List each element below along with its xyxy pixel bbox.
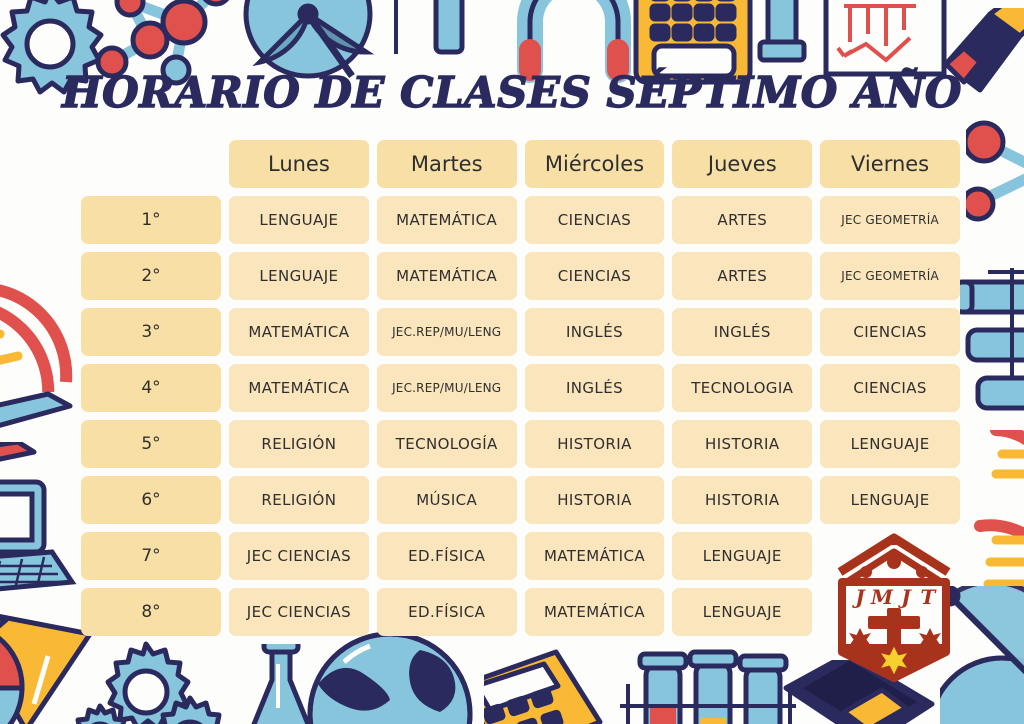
cell-7-miercoles: MATEMÁTICA: [524, 532, 665, 580]
row-label-2: 2°: [81, 252, 221, 300]
page-title: HORARIO DE CLASES SÉPTIMO AÑO: [61, 67, 962, 117]
crest-letter-j2: J: [897, 585, 912, 609]
cell-6-viernes: LENGUAJE: [820, 476, 960, 524]
deco-test-tube-right: [960, 268, 1024, 428]
cell-1-miercoles: CIENCIAS: [524, 196, 665, 244]
deco-molecule-right: [966, 118, 1024, 238]
deco-dna-helix-right: [966, 430, 1024, 630]
table-row: 6° RELIGIÓN MÚSICA HISTORIA HISTORIA LEN…: [81, 476, 960, 524]
cell-8-lunes: JEC CIENCIAS: [229, 588, 369, 636]
row-label-1: 1°: [81, 196, 221, 244]
cell-3-miercoles: INGLÉS: [524, 308, 665, 356]
column-header-miercoles: Miércoles: [524, 140, 665, 188]
cell-1-jueves: ARTES: [672, 196, 813, 244]
table-row: 1° LENGUAJE MATEMÁTICA CIENCIAS ARTES JE…: [81, 196, 960, 244]
deco-calculator-bottom-right: [484, 642, 604, 724]
cell-2-jueves: ARTES: [672, 252, 813, 300]
cell-6-miercoles: HISTORIA: [524, 476, 665, 524]
cell-3-jueves: INGLÉS: [672, 308, 813, 356]
table-row: 3° MATEMÁTICA JEC.REP/MU/LENG INGLÉS ING…: [81, 308, 960, 356]
cell-6-jueves: HISTORIA: [672, 476, 813, 524]
crest-letter-j1: J: [851, 585, 866, 609]
cell-2-lunes: LENGUAJE: [229, 252, 369, 300]
table-row: 5° RELIGIÓN TECNOLOGÍA HISTORIA HISTORIA…: [81, 420, 960, 468]
cell-4-martes: JEC.REP/MU/LENG: [376, 364, 517, 412]
cell-7-jueves: LENGUAJE: [672, 532, 813, 580]
crest-letter-t: T: [921, 585, 938, 609]
deco-gear-bottom-left: [72, 640, 252, 724]
crest-star-left: [849, 628, 871, 651]
cell-4-lunes: MATEMÁTICA: [229, 364, 369, 412]
cell-5-lunes: RELIGIÓN: [229, 420, 369, 468]
cell-7-martes: ED.FÍSICA: [376, 532, 517, 580]
column-header-viernes: Viernes: [820, 140, 960, 188]
cell-8-martes: ED.FÍSICA: [376, 588, 517, 636]
cell-5-viernes: LENGUAJE: [820, 420, 960, 468]
cell-3-viernes: CIENCIAS: [820, 308, 960, 356]
column-header-martes: Martes: [376, 140, 517, 188]
cell-7-lunes: JEC CIENCIAS: [229, 532, 369, 580]
deco-test-tube-rack-bottom-right: [620, 648, 800, 724]
cell-4-jueves: TECNOLOGIA: [672, 364, 813, 412]
row-label-8: 8°: [81, 588, 221, 636]
cell-2-martes: MATEMÁTICA: [376, 252, 517, 300]
deco-flask-bottom-left: [236, 644, 326, 724]
cell-8-jueves: LENGUAJE: [672, 588, 813, 636]
row-label-4: 4°: [81, 364, 221, 412]
cell-5-martes: TECNOLOGÍA: [376, 420, 517, 468]
table-row: 2° LENGUAJE MATEMÁTICA CIENCIAS ARTES JE…: [81, 252, 960, 300]
school-crest: J M J T: [820, 532, 968, 689]
table-header-row: Lunes Martes Miércoles Jueves Viernes: [81, 140, 960, 188]
crest-letter-m: M: [870, 585, 894, 609]
cell-2-miercoles: CIENCIAS: [524, 252, 665, 300]
row-label-5: 5°: [81, 420, 221, 468]
row-label-7: 7°: [81, 532, 221, 580]
column-header-lunes: Lunes: [229, 140, 369, 188]
crest-star-right: [919, 628, 941, 651]
table-corner-cell: [81, 140, 221, 188]
table-row: 8° JEC CIENCIAS ED.FÍSICA MATEMÁTICA LEN…: [81, 588, 960, 636]
row-label-3: 3°: [81, 308, 221, 356]
cell-3-lunes: MATEMÁTICA: [229, 308, 369, 356]
column-header-jueves: Jueves: [672, 140, 813, 188]
cell-6-martes: MÚSICA: [376, 476, 517, 524]
deco-pie-chart-bottom-left: [0, 618, 70, 724]
deco-book-left: [0, 390, 76, 450]
deco-laptop-left: [0, 478, 78, 608]
deco-flask-top-left: [392, 0, 502, 64]
cell-3-martes: JEC.REP/MU/LENG: [376, 308, 517, 356]
table-row: 4° MATEMÁTICA JEC.REP/MU/LENG INGLÉS TEC…: [81, 364, 960, 412]
cell-2-viernes: JEC GEOMETRÍA: [820, 252, 960, 300]
cell-6-lunes: RELIGIÓN: [229, 476, 369, 524]
cell-8-miercoles: MATEMÁTICA: [524, 588, 665, 636]
cell-5-jueves: HISTORIA: [672, 420, 813, 468]
schedule-table: Lunes Martes Miércoles Jueves Viernes 1°…: [81, 140, 960, 644]
deco-dna-helix-left: [0, 282, 76, 392]
cell-1-lunes: LENGUAJE: [229, 196, 369, 244]
cell-4-viernes: CIENCIAS: [820, 364, 960, 412]
cell-5-miercoles: HISTORIA: [524, 420, 665, 468]
table-row: 7° JEC CIENCIAS ED.FÍSICA MATEMÁTICA LEN…: [81, 532, 960, 580]
row-label-6: 6°: [81, 476, 221, 524]
cell-1-viernes: JEC GEOMETRÍA: [820, 196, 960, 244]
cell-4-miercoles: INGLÉS: [524, 364, 665, 412]
cell-1-martes: MATEMÁTICA: [376, 196, 517, 244]
deco-book-red-left: [0, 442, 46, 497]
